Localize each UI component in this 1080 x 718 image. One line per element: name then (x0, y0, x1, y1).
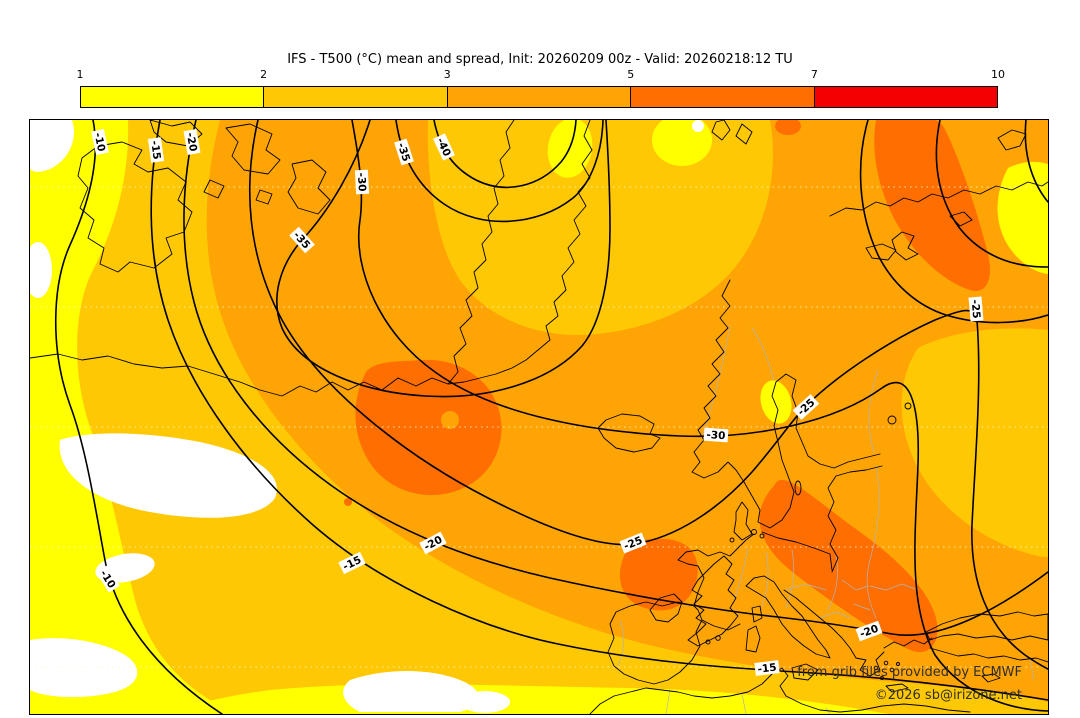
contour-label--20: -20 (183, 129, 201, 155)
contour-minus35-core (395, 119, 604, 223)
colorbar-tick-3: 3 (443, 68, 451, 81)
contour-northeast-3 (1024, 119, 1049, 203)
colorbar-tick-1: 1 (76, 68, 84, 81)
map-panel: -10 -15 -20 -35 -30 -35 -40 -25 -25 -30 -25 -20 -15-… (24, 114, 1049, 715)
contour-northeast-1 (859, 119, 1049, 324)
colorbar-tick-10: 10 (991, 68, 1005, 81)
spread-fill-darkorange (344, 117, 990, 653)
svg-text:-15: -15 (757, 661, 777, 675)
svg-text:-10: -10 (92, 132, 108, 153)
chart-title: IFS - T500 (°C) mean and spread, Init: 2… (287, 52, 793, 67)
contour-minus20 (183, 119, 1049, 636)
spread-fill-hole (441, 411, 459, 429)
colorbar-tick-7: 7 (810, 68, 818, 81)
colorbar-segment-2-3 (264, 87, 448, 107)
contour-minus30 (351, 119, 1049, 712)
colorbar-tick-2: 2 (260, 68, 268, 81)
svg-text:-20: -20 (184, 132, 199, 153)
contour-minus10 (54, 119, 223, 715)
colorbar-segment-1-2 (81, 87, 265, 107)
contour-label--30: -30 (354, 169, 370, 195)
attribution-ecmwf: from grib files provided by ECMWF (797, 665, 1022, 680)
colorbar-segment-7-10 (814, 87, 998, 107)
country-borders (617, 324, 1035, 715)
contour-label--25: -25 (968, 296, 984, 322)
svg-text:-35: -35 (395, 141, 412, 163)
svg-text:-25: -25 (969, 299, 983, 319)
spread-fill-gold (30, 120, 1048, 714)
contour-minus15 (150, 119, 1049, 701)
colorbar-segment-5-7 (631, 87, 815, 107)
contour-northeast-2 (935, 119, 1049, 268)
contour-label--10: -10 (91, 128, 109, 156)
colorbar-ticks: 1 2 3 5 7 10 (76, 68, 1006, 82)
svg-text:-30: -30 (355, 172, 368, 192)
contour-labels: -10 -15 -20-35-30-35 -40-25-25-30-25-20-15-… (91, 128, 984, 676)
spread-fill-white (24, 120, 704, 713)
colorbar-tick-5: 5 (627, 68, 635, 81)
contour-label--35: -35 (394, 138, 414, 166)
colorbar-segment-3-5 (447, 87, 632, 107)
contour-label--15: -15 (147, 137, 165, 163)
attribution-copyright: ©2026 sb@irizone.net (875, 688, 1022, 703)
map-canvas: -10 -15 -20-35-30-35 -40-25-25-30-25-20-15-… (24, 114, 1049, 715)
svg-text:-15: -15 (148, 140, 163, 160)
contour-label--30: -30 (703, 427, 729, 443)
colorbar (80, 86, 998, 108)
svg-text:-30: -30 (706, 429, 726, 442)
contour-label--15: -15 (754, 660, 780, 676)
